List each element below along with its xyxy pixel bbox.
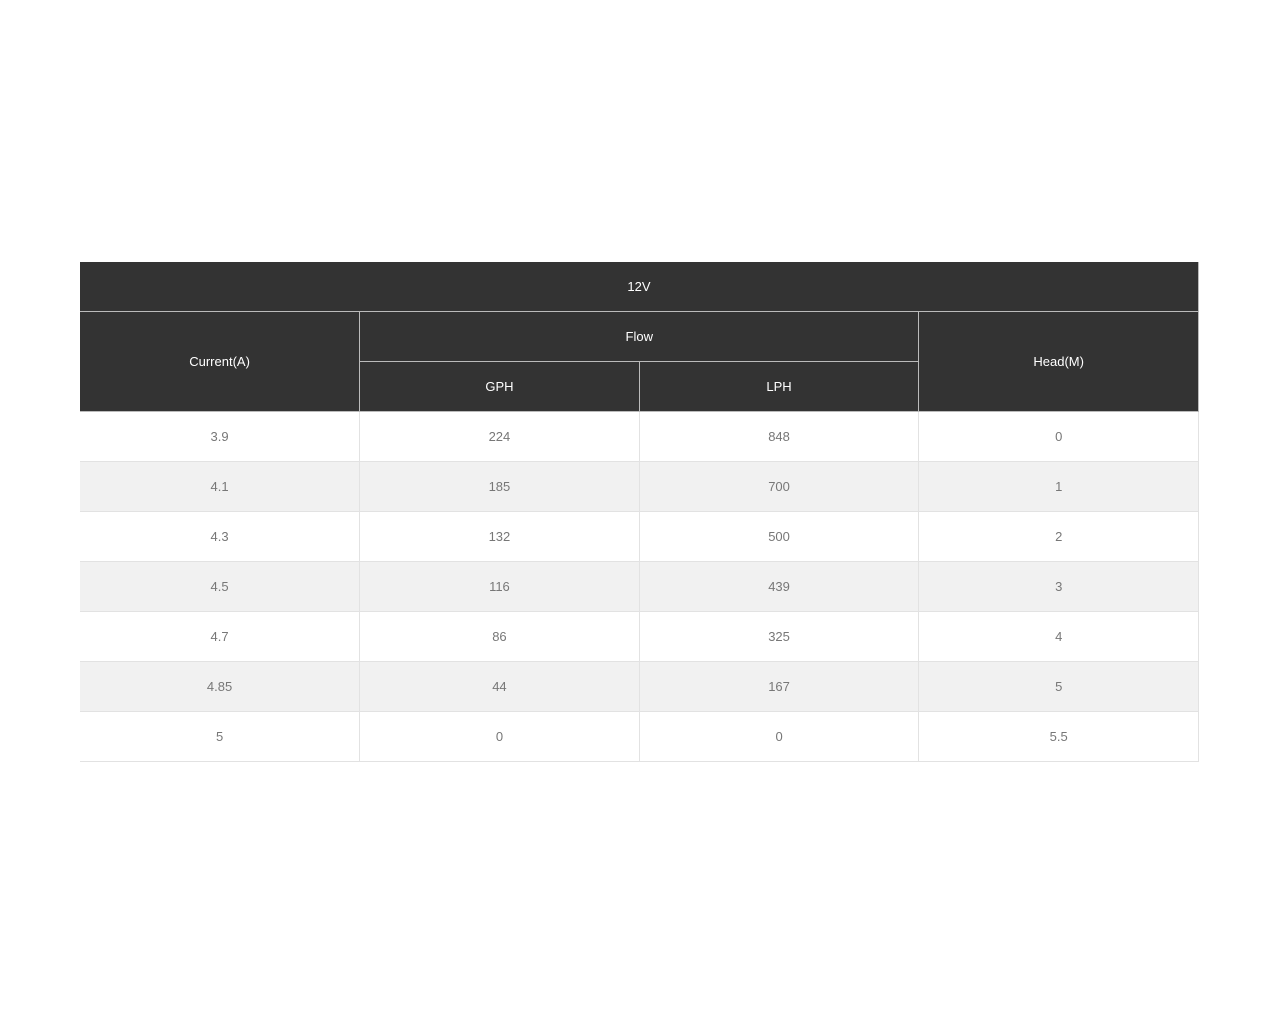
table-row: 4.5 116 439 3 <box>80 561 1199 612</box>
cell-gph: 86 <box>359 611 640 662</box>
table-row: 4.85 44 167 5 <box>80 661 1199 712</box>
cell-gph: 132 <box>359 511 640 562</box>
cell-lph: 167 <box>638 661 920 712</box>
cell-head: 5.5 <box>918 711 1199 762</box>
cell-lph: 439 <box>638 561 920 612</box>
cell-gph: 44 <box>359 661 640 712</box>
table-row: 3.9 224 848 0 <box>80 411 1199 462</box>
cell-head: 5 <box>918 661 1199 712</box>
cell-head: 1 <box>918 461 1199 512</box>
header-gph: GPH <box>359 361 640 412</box>
cell-current: 4.5 <box>80 561 361 612</box>
cell-current: 4.7 <box>80 611 361 662</box>
table-row: 4.1 185 700 1 <box>80 461 1199 512</box>
cell-gph: 185 <box>359 461 640 512</box>
table-row: 5 0 0 5.5 <box>80 711 1199 762</box>
cell-current: 4.1 <box>80 461 361 512</box>
cell-lph: 325 <box>638 611 920 662</box>
cell-lph: 848 <box>638 411 920 462</box>
cell-current: 5 <box>80 711 361 762</box>
cell-head: 4 <box>918 611 1199 662</box>
table-row: 4.7 86 325 4 <box>80 611 1199 662</box>
header-head: Head(M) <box>918 311 1199 412</box>
cell-gph: 224 <box>359 411 640 462</box>
voltage-title: 12V <box>80 262 1199 312</box>
cell-lph: 500 <box>638 511 920 562</box>
cell-lph: 700 <box>638 461 920 512</box>
cell-current: 4.85 <box>80 661 361 712</box>
header-flow: Flow <box>359 311 920 362</box>
header-current: Current(A) <box>80 311 361 412</box>
cell-current: 3.9 <box>80 411 361 462</box>
cell-lph: 0 <box>638 711 920 762</box>
cell-gph: 116 <box>359 561 640 612</box>
cell-head: 0 <box>918 411 1199 462</box>
cell-current: 4.3 <box>80 511 361 562</box>
cell-head: 2 <box>918 511 1199 562</box>
table-row: 4.3 132 500 2 <box>80 511 1199 562</box>
cell-gph: 0 <box>359 711 640 762</box>
pump-spec-table: 12V Current(A) Flow Head(M) GPH LPH 3.9 2… <box>80 262 1199 762</box>
cell-head: 3 <box>918 561 1199 612</box>
header-lph: LPH <box>638 361 920 412</box>
